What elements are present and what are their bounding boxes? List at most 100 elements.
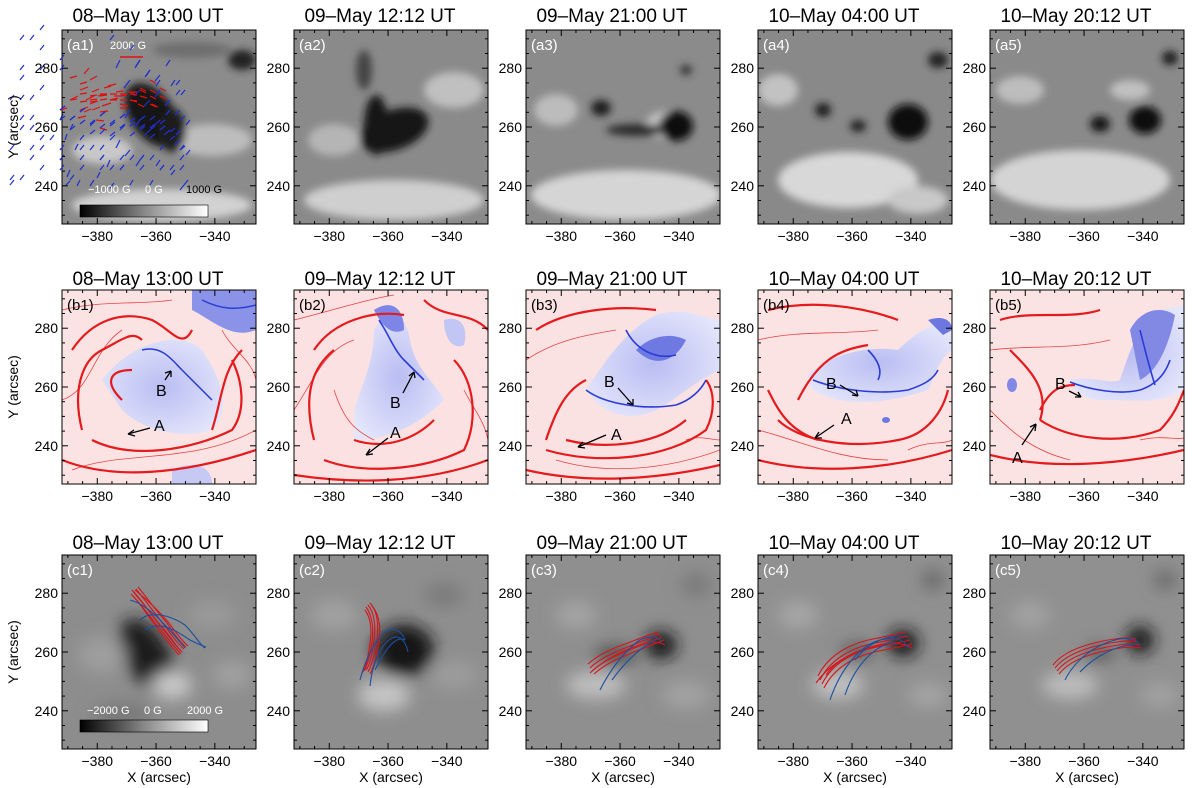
x-tick-label: −340 (895, 488, 927, 504)
x-tick-label: −360 (604, 488, 636, 504)
panel-c5-title: 10–May 20:12 UT (1000, 533, 1151, 554)
panel-b2-arrows (365, 371, 416, 456)
y-tick-label: 280 (499, 320, 523, 336)
x-tick-label: −340 (199, 228, 231, 244)
y-tick-label: 240 (35, 178, 59, 194)
y-tick-label: 280 (731, 320, 755, 336)
panel-b3: B A (b3) (525, 289, 721, 485)
panel-c2-image (294, 555, 488, 749)
x-tick-label: −380 (81, 488, 113, 504)
y-tick-label: 280 (267, 585, 291, 601)
annotation-b5-B: B (1055, 376, 1066, 393)
panel-c1: −2000 G 0 G 2000 G (c1) (61, 554, 257, 750)
x-tick-label: −360 (604, 228, 636, 244)
y-tick-label: 260 (963, 644, 987, 660)
x-tick-label: −340 (1127, 753, 1159, 769)
panel-a5-title: 10–May 20:12 UT (1000, 6, 1151, 27)
panel-a5: (a5) (9, 29, 1185, 225)
x-tick-label: −360 (372, 753, 404, 769)
x-tick-label: −340 (431, 488, 463, 504)
colorbar-c (79, 719, 209, 733)
y-tick-label: 260 (267, 644, 291, 660)
x-axis-label: X (arcsec) (127, 769, 191, 785)
panel-a3: (a3) (9, 29, 721, 225)
x-tick-label: −380 (1009, 753, 1041, 769)
panel-b4: B A (b4) (757, 289, 953, 485)
x-tick-label: −360 (140, 228, 172, 244)
x-tick-label: −380 (777, 753, 809, 769)
y-tick-label: 260 (499, 119, 523, 135)
annotation-b1-A: A (154, 418, 165, 435)
y-tick-label: 260 (963, 119, 987, 135)
x-tick-label: −380 (777, 488, 809, 504)
panel-a5-image (990, 30, 1184, 224)
x-tick-label: −380 (1009, 228, 1041, 244)
y-tick-label: 260 (731, 119, 755, 135)
colorbar-a-min: −1000 G (88, 184, 131, 196)
panel-a4-image (758, 30, 952, 224)
row-b-qsl-maps: 08–May 13:00 UT 09–May 12:12 UT 09–May 2… (61, 269, 1185, 485)
y-tick-label: 280 (267, 60, 291, 76)
colorbar-a-max: 1000 G (186, 184, 222, 196)
panel-b1-image (62, 290, 256, 484)
annotation-b4-B: B (826, 376, 837, 393)
panel-b1: B A (b1) (61, 289, 257, 485)
x-tick-label: −360 (372, 228, 404, 244)
y-tick-label: 280 (35, 320, 59, 336)
panel-b5-label: (b5) (995, 297, 1022, 314)
x-tick-label: −360 (1068, 228, 1100, 244)
x-tick-label: −360 (836, 228, 868, 244)
panel-b5-title: 10–May 20:12 UT (1000, 269, 1151, 290)
y-tick-label: 240 (35, 438, 59, 454)
y-tick-label: 260 (499, 379, 523, 395)
panel-a4-vectors (9, 34, 189, 186)
annotation-b3-B: B (604, 374, 615, 391)
panel-c2-fieldlines (359, 602, 409, 687)
y-tick-label: 240 (267, 438, 291, 454)
y-tick-label: 260 (963, 379, 987, 395)
y-tick-label: 260 (35, 644, 59, 660)
vector-scale-label: 2000 G (110, 40, 146, 52)
annotation-b1-B: B (156, 383, 167, 400)
y-tick-label: 240 (963, 178, 987, 194)
panel-a3-title: 09–May 21:00 UT (536, 6, 687, 27)
panel-b2-image (294, 290, 488, 484)
panel-a4-label: (a4) (763, 37, 790, 54)
panel-a2-label: (a2) (299, 37, 326, 54)
y-tick-label: 260 (499, 644, 523, 660)
y-tick-label: 240 (499, 703, 523, 719)
panel-a3-image (526, 30, 720, 224)
panel-a2-title: 09–May 12:12 UT (304, 6, 455, 27)
y-tick-label: 240 (267, 178, 291, 194)
x-tick-label: −380 (81, 228, 113, 244)
panel-b5-image (990, 290, 1184, 484)
panel-b4-image (758, 290, 952, 484)
x-tick-label: −340 (895, 753, 927, 769)
y-tick-label: 240 (35, 703, 59, 719)
panel-c1-label: (c1) (67, 562, 93, 579)
panel-c3-label: (c3) (531, 562, 557, 579)
panel-c1-image (62, 555, 256, 749)
y-tick-label: 240 (267, 703, 291, 719)
x-tick-label: −380 (545, 488, 577, 504)
y-tick-label: 240 (731, 178, 755, 194)
y-tick-label: 280 (963, 320, 987, 336)
y-tick-label: 260 (35, 379, 59, 395)
y-tick-label: 260 (731, 644, 755, 660)
x-tick-label: −340 (1127, 228, 1159, 244)
panel-c4: (c4) (757, 554, 953, 750)
panel-c2: (c2) (293, 554, 489, 750)
panel-a5-vectors (9, 44, 185, 181)
panel-a4: (a4) (9, 29, 953, 225)
panel-b4-arrows (814, 384, 859, 439)
panel-b3-arrows (577, 387, 634, 449)
y-tick-label: 240 (963, 438, 987, 454)
panel-c1-title: 08–May 13:00 UT (72, 533, 223, 554)
x-axis-label: X (arcsec) (359, 769, 423, 785)
panel-b2: B A (b2) (293, 289, 489, 485)
row-c-flux-ropes: 08–May 13:00 UT 09–May 12:12 UT 09–May 2… (61, 533, 1185, 750)
panel-a5-label: (a5) (995, 37, 1022, 54)
panel-b2-label: (b2) (299, 297, 326, 314)
y-axis-label: Y (arcsec) (5, 355, 21, 419)
panel-c3: (c3) (525, 554, 721, 750)
